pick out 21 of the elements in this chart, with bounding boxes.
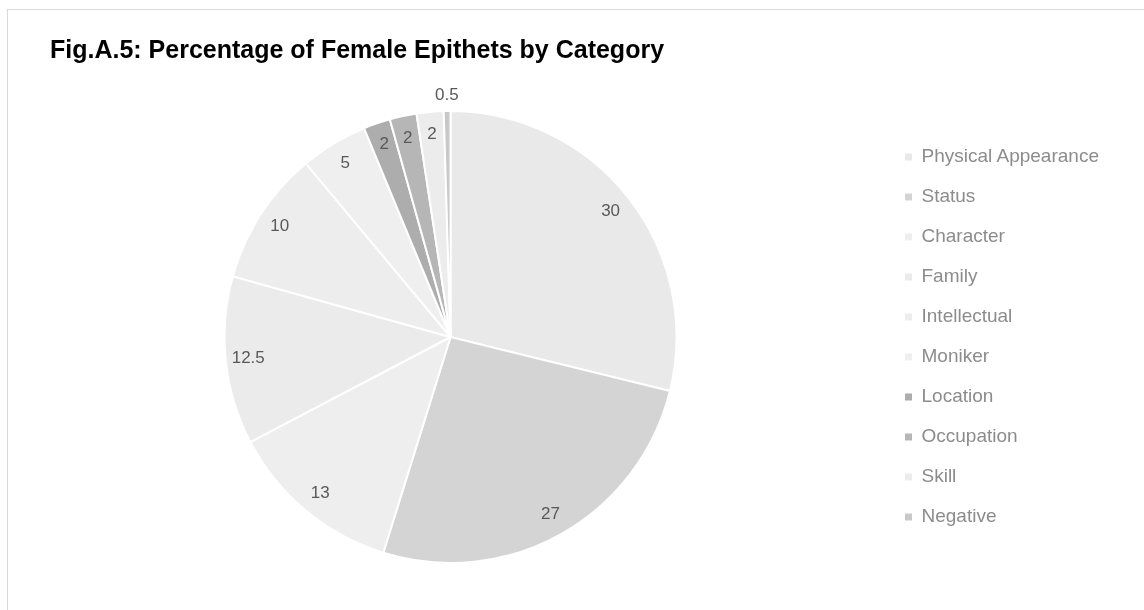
data-label: 2	[379, 134, 389, 154]
chart-title: Fig.A.5: Percentage of Female Epithets by Category	[50, 35, 665, 64]
legend-label: Skill	[921, 465, 957, 487]
data-label: 13	[310, 482, 330, 502]
legend-label: Character	[921, 225, 1006, 247]
legend-label: Physical Appearance	[921, 145, 1099, 167]
data-label: 2	[427, 124, 437, 144]
data-label: 12.5	[231, 348, 265, 368]
legend-label: Family	[921, 265, 978, 287]
data-label: 10	[270, 216, 290, 236]
legend-label: Occupation	[921, 425, 1018, 447]
data-label: 30	[601, 201, 621, 221]
legend-label: Negative	[921, 505, 997, 527]
data-label: 27	[540, 503, 560, 523]
data-label: 2	[403, 127, 413, 147]
data-label: 5	[340, 152, 351, 172]
legend-label: Moniker	[921, 345, 990, 367]
legend-label: Intellectual	[921, 305, 1013, 327]
data-label: 0.5	[435, 84, 459, 104]
legend-label: Status	[921, 185, 976, 207]
legend-label: Location	[921, 385, 994, 407]
